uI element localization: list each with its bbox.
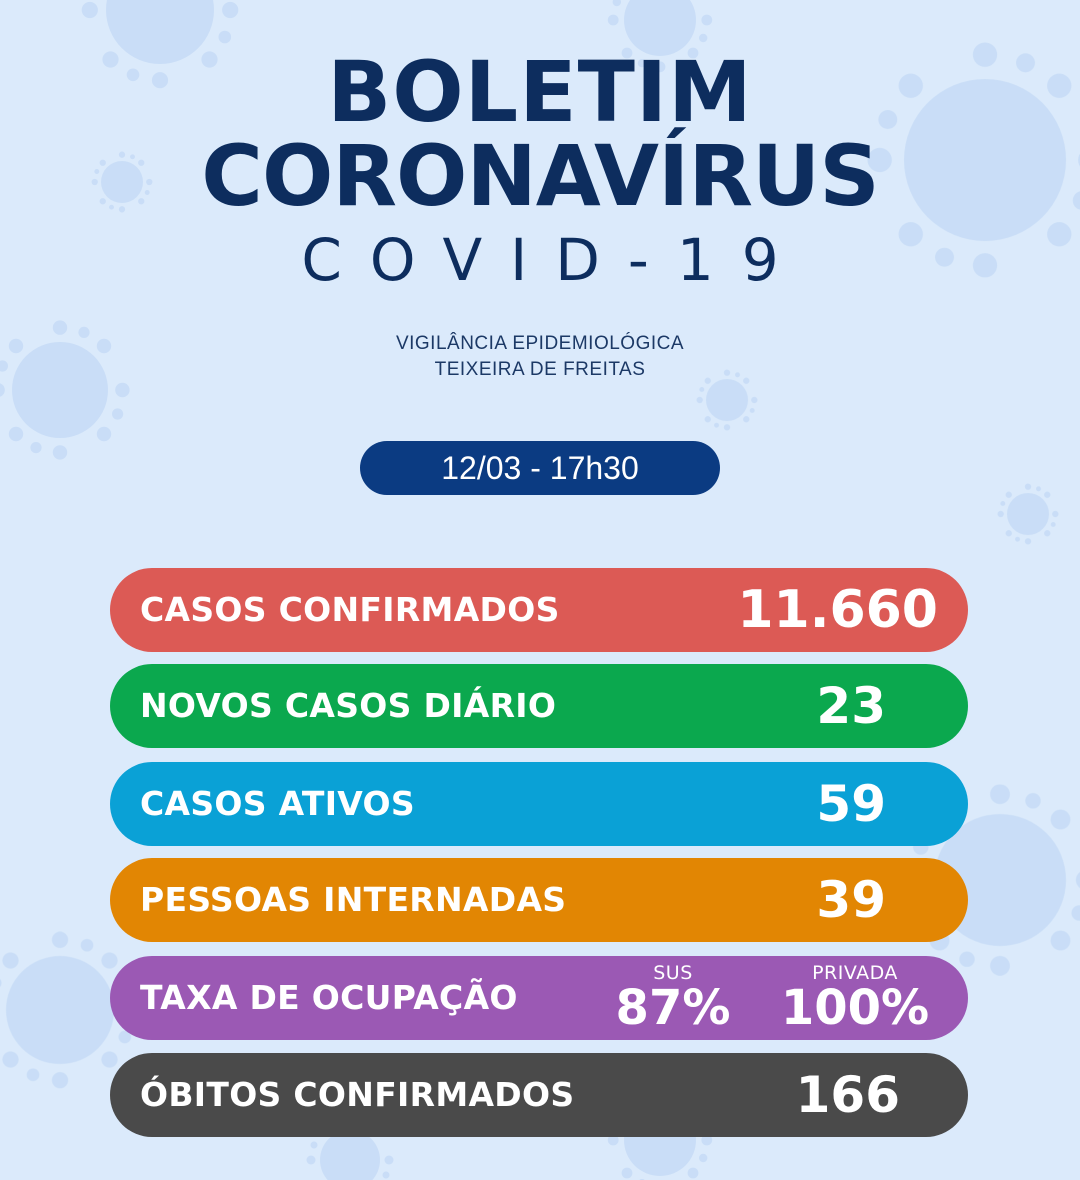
occupancy-private-caption: PRIVADA	[812, 962, 898, 984]
stat-value: 39	[816, 871, 886, 929]
stat-hospitalized: PESSOAS INTERNADAS 39	[110, 858, 968, 942]
occupancy-private-value: 100%	[780, 980, 930, 1036]
title-coronavirus: CORONAVÍRUS	[201, 127, 879, 225]
date-badge: 12/03 - 17h30	[360, 441, 720, 495]
stat-value: 23	[816, 677, 886, 735]
stat-occupancy-rate: TAXA DE OCUPAÇÃO SUS 87% PRIVADA 100%	[110, 956, 968, 1040]
stat-value: 11.660	[737, 580, 938, 640]
subtitle-vigilancia: VIGILÂNCIA EPIDEMIOLÓGICA	[395, 333, 685, 354]
stat-label: CASOS CONFIRMADOS	[140, 590, 560, 629]
title-boletim: BOLETIM	[327, 43, 753, 141]
occupancy-sus: SUS 87%	[608, 956, 738, 1040]
subtitle-city: TEIXEIRA DE FREITAS	[434, 359, 646, 380]
occupancy-sus-caption: SUS	[653, 962, 693, 984]
date-text: 12/03 - 17h30	[441, 449, 639, 486]
stat-label: NOVOS CASOS DIÁRIO	[140, 686, 557, 725]
stat-label: CASOS ATIVOS	[140, 784, 415, 823]
stat-label: ÓBITOS CONFIRMADOS	[140, 1075, 575, 1114]
stat-label: PESSOAS INTERNADAS	[140, 880, 567, 919]
occupancy-private: PRIVADA 100%	[770, 956, 940, 1040]
title-covid19: COVID-19	[301, 226, 807, 294]
stat-active-cases: CASOS ATIVOS 59	[110, 762, 968, 846]
stat-new-daily-cases: NOVOS CASOS DIÁRIO 23	[110, 664, 968, 748]
stat-value: 166	[795, 1066, 900, 1124]
occupancy-sus-value: 87%	[615, 980, 731, 1036]
stat-confirmed-cases: CASOS CONFIRMADOS 11.660	[110, 568, 968, 652]
stat-value: 59	[816, 775, 886, 833]
stat-label: TAXA DE OCUPAÇÃO	[140, 978, 518, 1017]
stat-confirmed-deaths: ÓBITOS CONFIRMADOS 166	[110, 1053, 968, 1137]
